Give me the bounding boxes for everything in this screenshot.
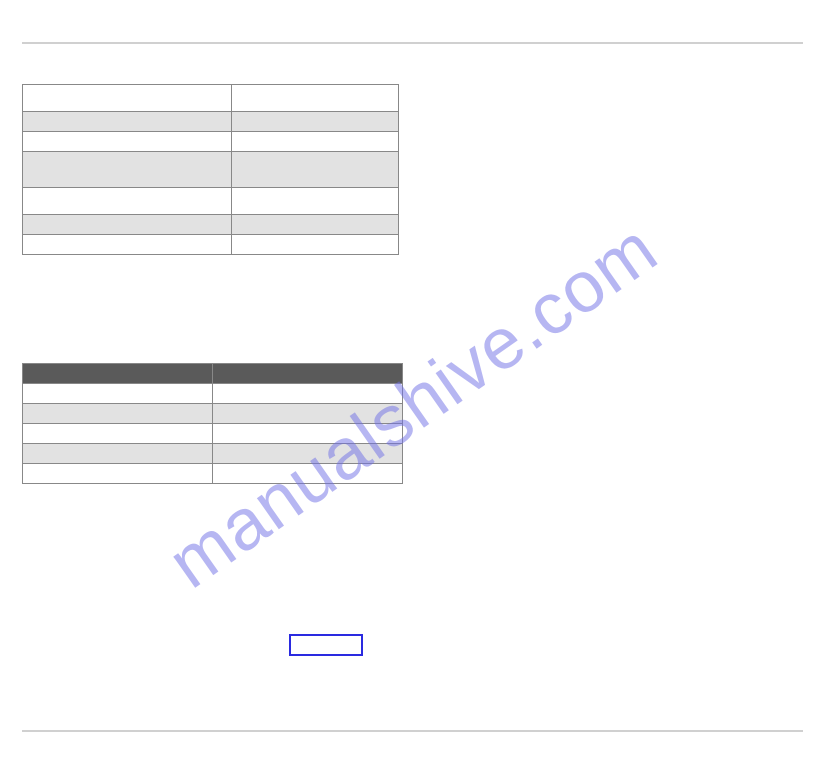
table-row xyxy=(23,404,213,424)
table-row xyxy=(23,132,232,152)
table-row xyxy=(23,152,232,188)
table-row xyxy=(23,85,232,112)
table-row xyxy=(23,384,213,404)
table-row xyxy=(23,424,213,444)
table-row xyxy=(23,188,232,215)
table-2 xyxy=(22,363,403,484)
table-row xyxy=(213,444,403,464)
table-row xyxy=(232,85,399,112)
divider-bottom xyxy=(22,730,803,732)
table-row xyxy=(23,464,213,484)
page-content xyxy=(0,42,825,484)
table-row xyxy=(23,444,213,464)
table-row xyxy=(232,188,399,215)
table-row xyxy=(213,384,403,404)
table-row xyxy=(213,464,403,484)
table-header xyxy=(213,364,403,384)
table-row xyxy=(213,404,403,424)
table-row xyxy=(23,235,232,255)
table-row xyxy=(232,235,399,255)
table-row xyxy=(232,112,399,132)
table-1 xyxy=(22,84,399,255)
table-row xyxy=(232,152,399,188)
divider-top xyxy=(22,42,803,44)
table-row xyxy=(213,424,403,444)
table-row xyxy=(23,112,232,132)
highlight-box xyxy=(289,634,363,656)
table-row xyxy=(23,215,232,235)
table-header xyxy=(23,364,213,384)
table-row xyxy=(232,132,399,152)
table-row xyxy=(232,215,399,235)
